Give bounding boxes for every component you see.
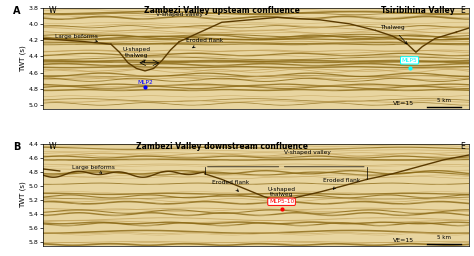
Text: V-shaped valley: V-shaped valley	[284, 150, 330, 155]
Text: V-shaped valley: V-shaped valley	[156, 12, 202, 17]
Y-axis label: TWT (s): TWT (s)	[19, 182, 26, 208]
Text: Large beforms: Large beforms	[55, 34, 98, 42]
Text: Eroded flank: Eroded flank	[323, 178, 360, 189]
Text: Eroded flank: Eroded flank	[212, 180, 249, 191]
Y-axis label: TWT (s): TWT (s)	[19, 45, 26, 72]
Text: 5 km: 5 km	[437, 98, 451, 103]
Text: VE=15: VE=15	[392, 238, 414, 243]
Text: MLP5-10: MLP5-10	[269, 199, 294, 204]
Text: B: B	[13, 142, 20, 152]
Text: W: W	[49, 6, 56, 15]
Text: MLP2: MLP2	[137, 80, 153, 85]
Text: Zambezi Valley upsteam confluence: Zambezi Valley upsteam confluence	[144, 6, 300, 15]
Text: MLP5: MLP5	[401, 58, 418, 63]
Text: W: W	[49, 142, 56, 151]
Text: Thalweg: Thalweg	[380, 25, 407, 44]
Text: U-shaped
thalweg: U-shaped thalweg	[122, 47, 151, 63]
Text: Tsiribihina Valley: Tsiribihina Valley	[381, 6, 455, 15]
Text: Eroded flank: Eroded flank	[186, 38, 223, 48]
Text: E: E	[460, 142, 465, 151]
Text: Zambezi Valley downstream confluence: Zambezi Valley downstream confluence	[136, 142, 308, 151]
Text: VE=15: VE=15	[392, 101, 414, 106]
Text: E: E	[460, 6, 465, 15]
Text: U-shaped
thalweg: U-shaped thalweg	[267, 187, 296, 201]
Text: 5 km: 5 km	[437, 235, 451, 240]
Text: Large beforms: Large beforms	[73, 165, 115, 173]
Text: A: A	[13, 6, 20, 16]
